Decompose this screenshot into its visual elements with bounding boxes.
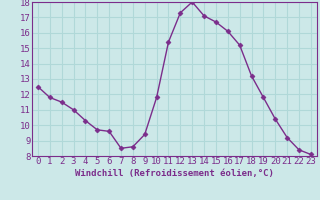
X-axis label: Windchill (Refroidissement éolien,°C): Windchill (Refroidissement éolien,°C) — [75, 169, 274, 178]
